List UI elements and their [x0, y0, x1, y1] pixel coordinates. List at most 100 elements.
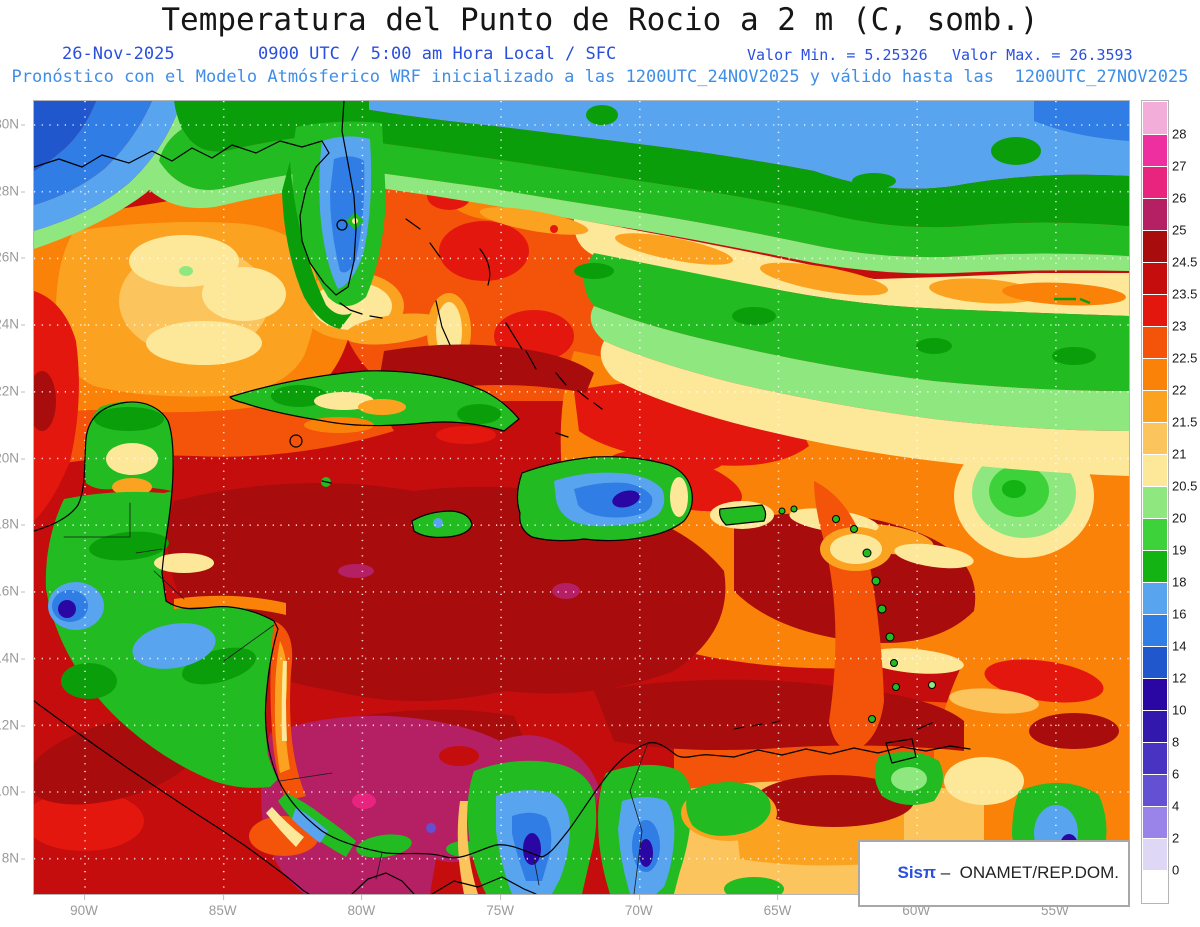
colorbar-labels: 28 27 26 25 24.5 23.5 23 22.5 22 21.5 21 20.5 20 19 18… [1172, 100, 1200, 904]
country-borders [63, 502, 649, 894]
lat-tick-14N: 14N [0, 650, 25, 665]
colorbar-label-0: 0 [1172, 862, 1180, 878]
colorbar-segment-22 [1143, 358, 1167, 390]
lesser-antilles-outlines [733, 505, 936, 730]
florida-keys [339, 302, 383, 319]
colorbar-label-14: 14 [1172, 638, 1187, 654]
bahamas [405, 218, 603, 438]
lake-okeechobee [336, 219, 348, 231]
colorbar-label-27: 27 [1172, 158, 1187, 174]
colorbar-label-24.5: 24.5 [1172, 254, 1198, 270]
branding-separator: – [936, 863, 960, 882]
lat-tick-26N: 26N [0, 250, 25, 265]
cayman [321, 480, 332, 484]
colorbar-label-20.5: 20.5 [1172, 478, 1198, 494]
colorbar-segment-6 [1143, 742, 1167, 774]
colorbar-segment-14 [1143, 614, 1167, 646]
lat-tick-20N: 20N [0, 450, 25, 465]
colorbar-label-6: 6 [1172, 766, 1180, 782]
colorbar-segment-0 [1143, 838, 1167, 870]
lat-tick-16N: 16N [0, 584, 25, 599]
colorbar-segment-23.5 [1143, 262, 1167, 294]
colorbar-segment-16 [1143, 582, 1167, 614]
colorbar-label-4: 4 [1172, 798, 1180, 814]
colorbar-label-20: 20 [1172, 510, 1187, 526]
value-max: Valor Max. = 26.3593 [952, 46, 1133, 64]
colorbar-label-10: 10 [1172, 702, 1187, 718]
isle-of-youth [289, 434, 303, 448]
colorbar-segment-10 [1143, 678, 1167, 710]
us-gulf-florida-coast [34, 101, 357, 296]
colorbar-segment-27 [1143, 134, 1167, 166]
lat-tick-30N: 30N [0, 117, 25, 132]
colorbar-segment-26 [1143, 166, 1167, 198]
colorbar-segment-22.5 [1143, 326, 1167, 358]
colorbar-segment-25 [1143, 198, 1167, 230]
contour-map-svg [34, 101, 1129, 894]
colorbar-label-8: 8 [1172, 734, 1180, 750]
colorbar-segment-19 [1143, 518, 1167, 550]
lon-tick-80W: 80W [347, 895, 376, 918]
latitude-axis: 30N 28N 26N 24N 22N 20N 18N 16N 14N 12N 10N 8N [0, 100, 33, 893]
colorbar [1141, 100, 1169, 904]
colorbar-segment-23 [1143, 294, 1167, 326]
colorbar-label-21: 21 [1172, 446, 1187, 462]
branding-box: Sisπ – ONAMET/REP.DOM. [858, 840, 1130, 907]
mainland-caribbean-coast [34, 401, 971, 859]
colorbar-segment-21 [1143, 422, 1167, 454]
hispaniola-outline [516, 456, 693, 542]
colorbar-label-19: 19 [1172, 542, 1187, 558]
colorbar-label-23.5: 23.5 [1172, 286, 1198, 302]
colorbar-segment-8 [1143, 710, 1167, 742]
lon-tick-85W: 85W [208, 895, 237, 918]
colorbar-label-21.5: 21.5 [1172, 414, 1198, 430]
sispi-logo: Sisπ [897, 863, 937, 882]
valid-date: 26-Nov-2025 [62, 44, 175, 64]
colorbar-segment-18 [1143, 550, 1167, 582]
colorbar-segment-24.5 [1143, 230, 1167, 262]
lat-tick-10N: 10N [0, 784, 25, 799]
jamaica-outline [411, 510, 473, 538]
lat-tick-8N: 8N [2, 851, 25, 866]
colorbar-segment-min [1143, 870, 1167, 902]
value-min: Valor Min. = 5.25326 [747, 46, 928, 64]
lon-tick-75W: 75W [486, 895, 514, 918]
contour-fill-layer [34, 101, 1129, 894]
lon-tick-65W: 65W [763, 895, 792, 918]
colorbar-segment-4 [1143, 774, 1167, 806]
lon-tick-90W: 90W [70, 895, 98, 918]
colorbar-label-25: 25 [1172, 222, 1187, 238]
colorbar-label-22: 22 [1172, 382, 1187, 398]
lat-tick-12N: 12N [0, 717, 25, 732]
colorbar-segment-21.5 [1143, 390, 1167, 422]
colorbar-segment-28 [1143, 102, 1167, 134]
trinidad-outline [885, 722, 933, 764]
colorbar-label-23: 23 [1172, 318, 1187, 334]
colorbar-label-16: 16 [1172, 606, 1187, 622]
page-title: Temperatura del Punto de Rocio a 2 m (C,… [161, 2, 1039, 38]
lat-tick-18N: 18N [0, 517, 25, 532]
colorbar-label-28: 28 [1172, 126, 1187, 142]
colorbar-label-18: 18 [1172, 574, 1187, 590]
forecast-note: Pronóstico con el Modelo Atmósferico WRF… [11, 67, 1189, 87]
valid-time: 0900 UTC / 5:00 am Hora Local / SFC [258, 44, 617, 64]
lon-tick-70W: 70W [624, 895, 653, 918]
lat-tick-22N: 22N [0, 383, 25, 398]
puerto-rico-outline [719, 504, 767, 526]
colorbar-segment-2 [1143, 806, 1167, 838]
coastlines [34, 101, 971, 894]
lat-tick-28N: 28N [0, 183, 25, 198]
colorbar-label-2: 2 [1172, 830, 1180, 846]
colorbar-label-22.5: 22.5 [1172, 350, 1198, 366]
lat-tick-24N: 24N [0, 317, 25, 332]
colorbar-label-26: 26 [1172, 190, 1187, 206]
colorbar-segment-20.5 [1143, 454, 1167, 486]
pacific-coast [34, 700, 537, 894]
map-area: Sisπ – ONAMET/REP.DOM. [33, 100, 1130, 907]
cuba-outline [229, 370, 520, 432]
credit-text: ONAMET/REP.DOM. [959, 863, 1119, 882]
colorbar-segment-20 [1143, 486, 1167, 518]
colorbar-segment-12 [1143, 646, 1167, 678]
colorbar-label-12: 12 [1172, 670, 1187, 686]
